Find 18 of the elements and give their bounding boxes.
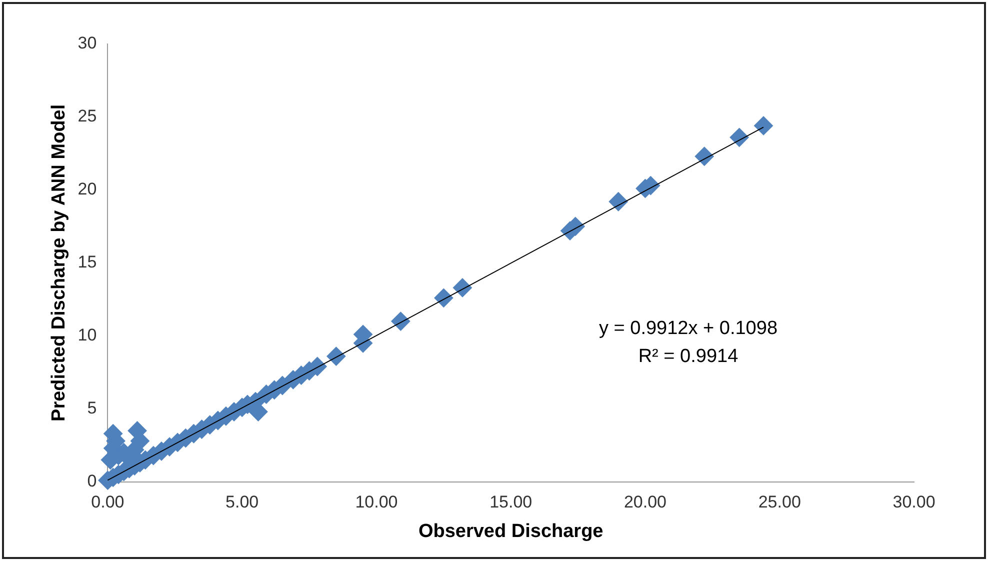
y-tick-label: 20 [78, 180, 97, 199]
y-tick-label: 10 [78, 326, 97, 345]
y-axis-title: Predicted Discharge by ANN Model [48, 104, 70, 422]
y-tick-label: 5 [87, 398, 97, 418]
x-tick-label: 5.00 [226, 492, 259, 512]
x-tick-label: 30.00 [892, 492, 936, 512]
x-tick-label: 0.00 [91, 492, 124, 512]
x-axis-title: Observed Discharge [418, 520, 604, 542]
y-tick-label: 25 [78, 106, 97, 126]
y-tick-label: 15 [78, 252, 97, 272]
annotation: y = 0.9912x + 0.1098 [598, 318, 778, 339]
x-tick-label: 15.00 [490, 492, 532, 512]
x-tick-label: 10.00 [355, 492, 398, 512]
annotation: R² = 0.9914 [638, 346, 739, 367]
y-tick-label: 30 [78, 34, 97, 53]
x-tick-label: 20.00 [624, 492, 667, 512]
x-tick-label: 25.00 [758, 492, 801, 512]
y-tick-label: 0 [87, 471, 97, 490]
